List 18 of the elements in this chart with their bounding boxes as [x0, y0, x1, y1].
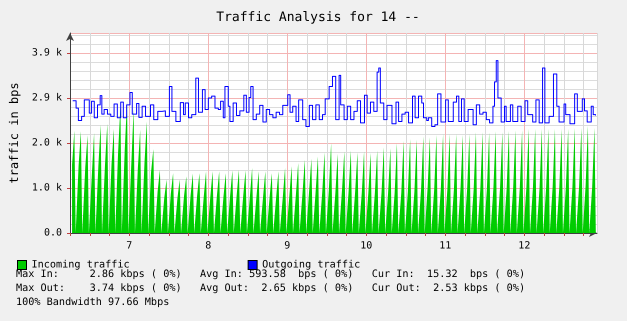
text: 100% Bandwidth 97.66 Mbps	[16, 296, 170, 310]
y-tick-label: 2.0 k	[32, 137, 62, 148]
text: Max In: 2.86 kbps ( 0%) Avg In: 593.58 bps ( 0%) Cur In: 15.32 bps ( 0%)	[16, 269, 526, 282]
text: Max Out: 3.74 kbps ( 0%) Avg Out: 2.65 kbps ( 0%) Cur Out: 2.53 kbps ( 0%)	[16, 282, 526, 296]
x-tick-label: 12	[518, 240, 530, 252]
legend-label: Incoming traffic	[32, 260, 130, 270]
x-tick-label: 7	[126, 240, 132, 252]
x-tick-label: 10	[360, 240, 372, 252]
y-axis-title: traffic in bps	[7, 82, 21, 184]
x-tick-label: 8	[205, 240, 212, 252]
x-tick-label: 9	[284, 240, 290, 252]
legend-label: Outgoing traffic	[262, 260, 360, 270]
y-tick-label: 3.9 k	[32, 47, 62, 58]
chart-title: Traffic Analysis for 14 --	[216, 10, 420, 25]
y-tick-label: 1.0 k	[32, 182, 62, 194]
y-tick-label: 2.9 k	[32, 92, 62, 104]
y-tick-label: 0.0	[44, 228, 62, 238]
x-tick-label: 11	[439, 240, 452, 252]
